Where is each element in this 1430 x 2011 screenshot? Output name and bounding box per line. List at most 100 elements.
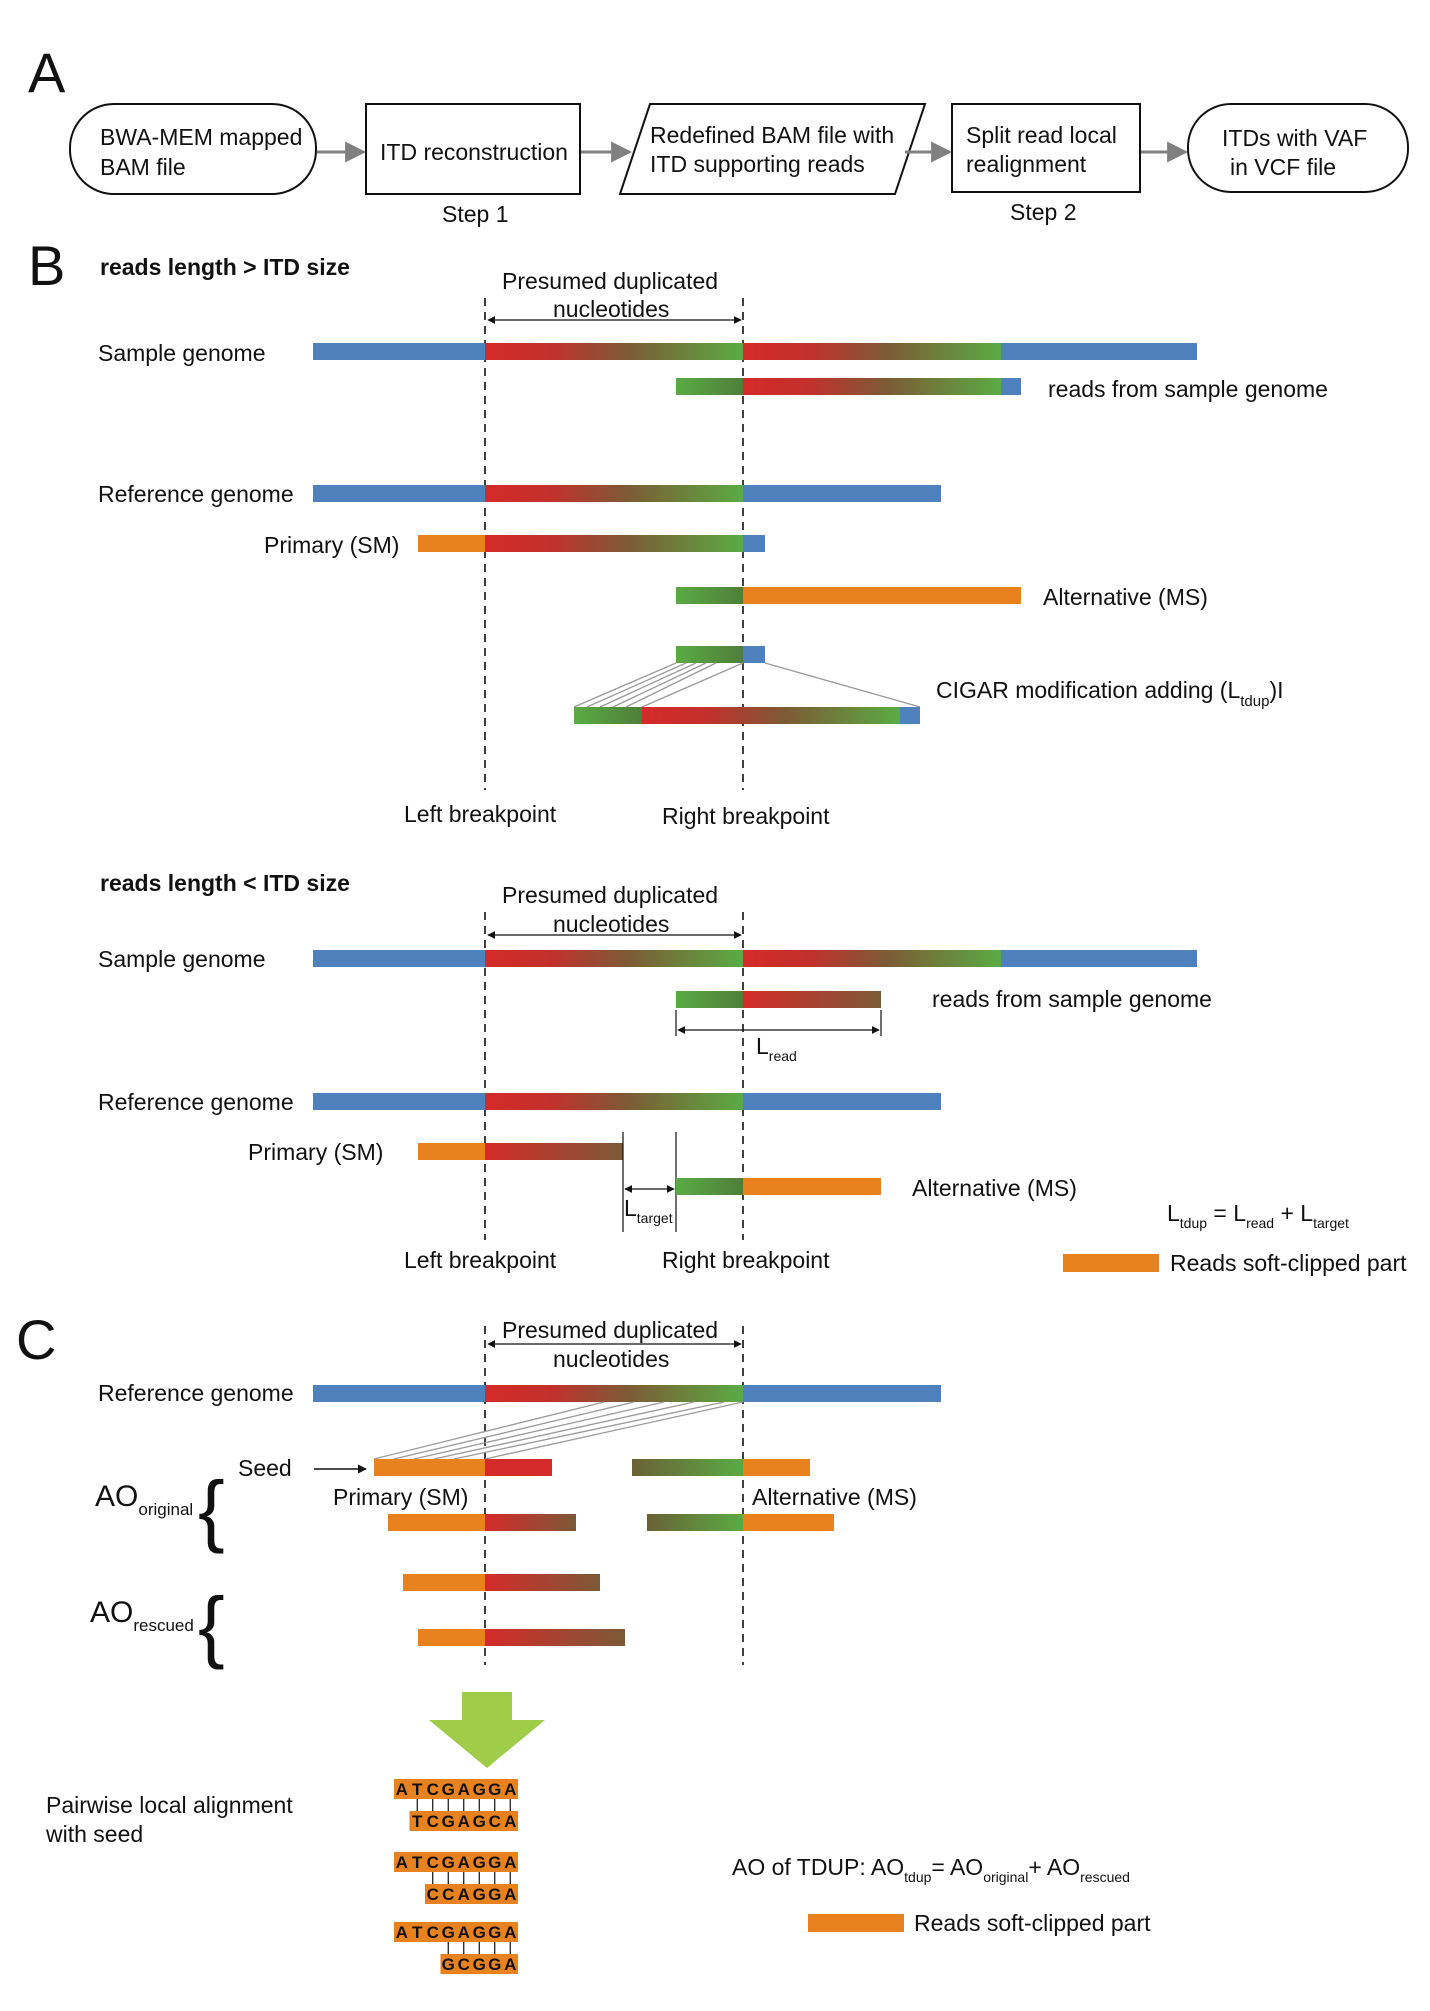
nucleotide: A: [458, 1812, 470, 1831]
nucleotide: G: [473, 1853, 486, 1872]
alignment-pair: A T C G A G G AG C G G A: [394, 1922, 518, 1974]
ao-original-label: AOoriginal: [95, 1480, 193, 1519]
nucleotide: G: [442, 1812, 455, 1831]
cigar-modification-label: CIGAR modification adding (Ltdup)I: [936, 677, 1284, 710]
rescued-read-2: [418, 1629, 625, 1646]
primary-sm-label-c: Primary (SM): [333, 1484, 468, 1510]
primary-sm-label: Primary (SM): [264, 532, 399, 558]
alignment-read-row-bg: [425, 1884, 518, 1904]
alternative-read: [676, 587, 1021, 604]
heading-long-reads: reads length > ITD size: [100, 254, 350, 280]
alignment-seed-row-bg: [394, 1779, 518, 1799]
nucleotide: T: [412, 1853, 423, 1872]
reference-genome-label-c: Reference genome: [98, 1380, 294, 1406]
nucleotide: G: [473, 1780, 486, 1799]
flow-box-split-read-line1: Split read local: [966, 122, 1117, 148]
nucleotide: G: [442, 1923, 455, 1942]
pairwise-label-line2: with seed: [45, 1821, 143, 1847]
nucleotide: G: [473, 1955, 486, 1974]
reference-genome-track-b: [313, 1093, 941, 1110]
nucleotide: C: [427, 1780, 439, 1799]
panel-b-top: B reads length > ITD size Presumed dupli…: [28, 234, 1328, 829]
alignment-seed-row-bg: [394, 1922, 518, 1942]
nucleotide: C: [427, 1923, 439, 1942]
nucleotide: T: [412, 1812, 423, 1831]
reference-genome-track: [313, 485, 941, 502]
nucleotide: T: [412, 1923, 423, 1942]
sample-genome-track: [313, 343, 1197, 360]
seed-label: Seed: [238, 1455, 292, 1481]
nucleotide: A: [504, 1955, 516, 1974]
right-breakpoint-label: Right breakpoint: [662, 803, 830, 829]
flow-box-itd-reconstruction-label: ITD reconstruction: [380, 139, 568, 165]
reference-genome-track-c: [313, 1385, 941, 1402]
alternative-ms-label: Alternative (MS): [1043, 584, 1208, 610]
nucleotide: A: [396, 1780, 408, 1799]
reads-from-sample-label-b: reads from sample genome: [932, 986, 1212, 1012]
panel-b-bottom: reads length < ITD size Presumed duplica…: [98, 870, 1407, 1276]
nucleotide: G: [442, 1780, 455, 1799]
cigar-expansion-lines: [573, 662, 921, 708]
l-tdup-formula: Ltdup = Lread + Ltarget: [1167, 1200, 1349, 1231]
nucleotide: A: [396, 1853, 408, 1872]
step1-label: Step 1: [442, 201, 509, 227]
legend-swatch-c: [808, 1914, 904, 1932]
flow-box-bam-line1: BWA-MEM mapped: [100, 124, 302, 150]
flow-box-redefined-line2: ITD supporting reads: [650, 151, 865, 177]
nucleotide: A: [458, 1853, 470, 1872]
flow-box-redefined-bam: Redefined BAM file with ITD supporting r…: [618, 103, 927, 195]
flow-box-bam: BWA-MEM mapped BAM file: [69, 103, 317, 195]
nucleotide: G: [473, 1923, 486, 1942]
primary-read-c2: [388, 1514, 576, 1531]
left-breakpoint-label-b: Left breakpoint: [404, 1247, 557, 1273]
nucleotide: C: [427, 1853, 439, 1872]
nucleotide: G: [488, 1955, 501, 1974]
sample-genome-label: Sample genome: [98, 340, 266, 366]
sample-genome-track-b: [313, 950, 1197, 967]
flow-box-split-read-line2: realignment: [966, 151, 1087, 177]
nucleotide: A: [504, 1885, 516, 1904]
seed-read: [374, 1459, 552, 1476]
down-arrow: [429, 1692, 545, 1768]
primary-sm-label-b: Primary (SM): [248, 1139, 383, 1165]
nucleotide: T: [412, 1780, 423, 1799]
cigar-read-expanded: [574, 707, 920, 724]
nucleotide: G: [488, 1853, 501, 1872]
alt-read-c1: [632, 1459, 810, 1476]
panel-b-label: B: [28, 234, 65, 297]
nucleotide: G: [473, 1812, 486, 1831]
flow-box-bam-line2: BAM file: [100, 154, 186, 180]
flow-box-itd-reconstruction: ITD reconstruction Step 1: [365, 103, 581, 227]
primary-read-b: [418, 1143, 623, 1160]
nucleotide: A: [458, 1885, 470, 1904]
rescued-read-1: [403, 1574, 600, 1591]
cigar-read-short: [676, 646, 765, 663]
presumed-label-line1: Presumed duplicated: [502, 268, 718, 294]
primary-read: [418, 535, 765, 552]
sample-read: [676, 378, 1021, 395]
panel-c-label: C: [16, 1308, 56, 1371]
flow-box-redefined-line1: Redefined BAM file with: [650, 122, 894, 148]
alt-read-c2: [647, 1514, 834, 1531]
alignment-pair: A T C G A G G AT C G A G C A: [394, 1779, 518, 1831]
presumed-label-line1-c: Presumed duplicated: [502, 1317, 718, 1343]
ao-rescued-label: AOrescued: [90, 1596, 194, 1635]
nucleotide: G: [488, 1885, 501, 1904]
alternative-read-b: [676, 1178, 881, 1195]
reads-from-sample-label: reads from sample genome: [1048, 376, 1328, 402]
sample-genome-label-b: Sample genome: [98, 946, 266, 972]
nucleotide: A: [504, 1923, 516, 1942]
flow-box-split-read: Split read local realignment Step 2: [951, 103, 1141, 225]
nucleotide: G: [488, 1923, 501, 1942]
heading-short-reads: reads length < ITD size: [100, 870, 350, 896]
alternative-ms-label-b: Alternative (MS): [912, 1175, 1077, 1201]
alignment-read-row-bg: [409, 1811, 518, 1831]
step2-label: Step 2: [1010, 199, 1077, 225]
nucleotide: G: [442, 1955, 455, 1974]
legend-label-c: Reads soft-clipped part: [914, 1910, 1151, 1936]
ao-tdup-formula: AO of TDUP: AOtdup= AOoriginal+ AOrescue…: [732, 1854, 1130, 1885]
legend-swatch-b: [1063, 1254, 1159, 1272]
nucleotide: C: [458, 1955, 470, 1974]
ao-original-brace: {: [198, 1465, 225, 1554]
